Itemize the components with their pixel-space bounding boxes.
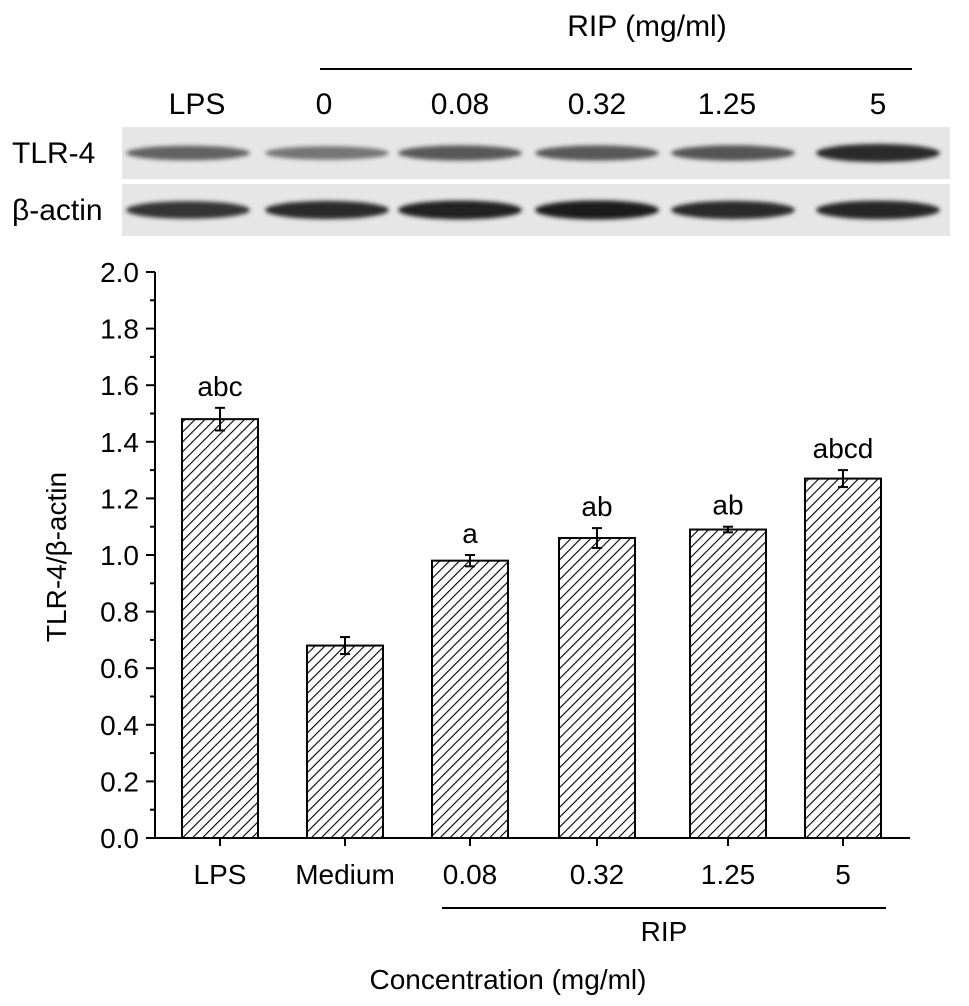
y-axis-ticks: 0.0 0.2 0.4 0.6 0.8 1.0 1.2 1.4 1.6 1.8 2.0 bbox=[100, 257, 155, 854]
blot-band bbox=[398, 145, 522, 161]
bar bbox=[181, 418, 259, 839]
blot-band bbox=[126, 145, 250, 161]
bar-chart: TLR-4/β-actin 0.0 0.2 0.4 0.6 0.8 1.0 1.2 1.4 1.… bbox=[41, 257, 910, 995]
x-tick-label: LPS bbox=[194, 859, 247, 890]
bars: abc a ab ab abcd bbox=[181, 371, 882, 840]
x-tick-label: Medium bbox=[295, 859, 395, 890]
blot-band bbox=[265, 200, 389, 220]
blot-lane-label: 0.08 bbox=[431, 88, 489, 121]
y-tick-label: 0.4 bbox=[100, 710, 139, 741]
bar bbox=[558, 537, 636, 840]
blot-band bbox=[535, 145, 659, 161]
bar bbox=[689, 528, 767, 840]
blot-band bbox=[126, 201, 250, 219]
blot-row-label: β-actin bbox=[12, 194, 103, 227]
y-tick-label: 1.4 bbox=[100, 427, 139, 458]
blot-band bbox=[265, 146, 389, 160]
bar-annotation: abcd bbox=[813, 433, 874, 464]
x-axis-tick-labels: LPS Medium 0.08 0.32 1.25 5 bbox=[194, 838, 851, 890]
y-tick-label: 1.6 bbox=[100, 370, 139, 401]
blot-row-label: TLR-4 bbox=[12, 137, 95, 170]
blot-band bbox=[671, 145, 795, 161]
x-tick-label: 1.25 bbox=[701, 859, 756, 890]
western-blot: RIP (mg/ml) LPS 0 0.08 0.32 1.25 5 TLR-4 β-act… bbox=[12, 10, 950, 236]
blot-lane-label: LPS bbox=[169, 88, 226, 121]
y-tick-label: 0.0 bbox=[100, 823, 139, 854]
bar-annotation: abc bbox=[197, 371, 242, 402]
blot-band bbox=[816, 143, 940, 163]
x-tick-label: 5 bbox=[835, 859, 851, 890]
y-tick-label: 0.6 bbox=[100, 653, 139, 684]
y-tick-label: 2.0 bbox=[100, 257, 139, 288]
blot-band bbox=[671, 200, 795, 220]
blot-row: TLR-4 bbox=[12, 127, 950, 179]
bar-annotation: a bbox=[462, 518, 478, 549]
blot-band bbox=[816, 200, 940, 220]
bar-annotation: ab bbox=[712, 490, 743, 521]
group-label: RIP bbox=[641, 916, 688, 947]
x-tick-label: 0.08 bbox=[443, 859, 498, 890]
blot-band bbox=[398, 200, 522, 220]
y-tick-label: 1.2 bbox=[100, 483, 139, 514]
x-axis-label: Concentration (mg/ml) bbox=[370, 964, 647, 995]
blot-row: β-actin bbox=[12, 184, 950, 236]
y-tick-label: 0.8 bbox=[100, 597, 139, 628]
bar bbox=[431, 559, 509, 839]
y-tick-label: 1.8 bbox=[100, 314, 139, 345]
bar-annotation: ab bbox=[581, 491, 612, 522]
blot-header-title: RIP (mg/ml) bbox=[567, 10, 726, 43]
y-tick-label: 1.0 bbox=[100, 540, 139, 571]
x-tick-label: 0.32 bbox=[570, 859, 625, 890]
blot-lane-label: 0.32 bbox=[568, 88, 626, 121]
blot-lane-label: 0 bbox=[316, 88, 333, 121]
blot-band bbox=[535, 200, 659, 220]
bar bbox=[306, 644, 384, 839]
y-tick-label: 0.2 bbox=[100, 766, 139, 797]
y-axis-label: TLR-4/β-actin bbox=[41, 472, 72, 642]
bar bbox=[804, 477, 882, 839]
blot-rows: TLR-4 β-actin bbox=[12, 127, 950, 236]
blot-lane-label: 5 bbox=[870, 88, 887, 121]
blot-lane-labels: LPS 0 0.08 0.32 1.25 5 bbox=[169, 88, 887, 121]
blot-lane-label: 1.25 bbox=[698, 88, 756, 121]
